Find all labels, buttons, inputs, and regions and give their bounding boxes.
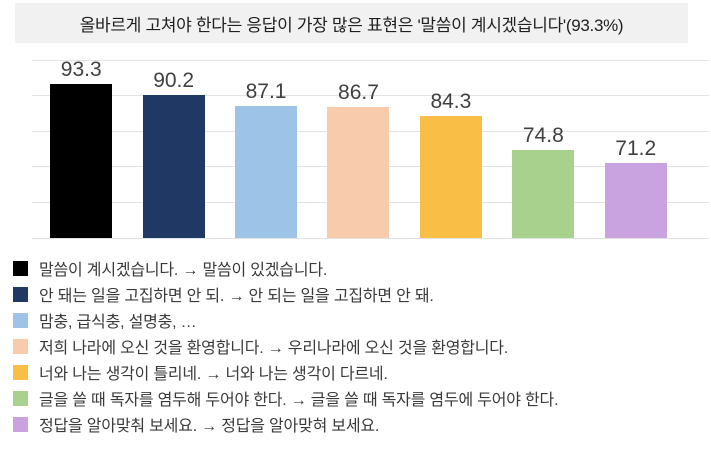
bar-group: 86.7 [312,34,404,238]
bar-group: 84.3 [405,34,497,238]
gridline [32,59,709,61]
legend-item: 맘충, 급식충, 설명충, … [13,310,707,331]
legend-label: 말씀이 계시겠습니다. → 말씀이 있겠습니다. [39,262,328,279]
legend-label: 글을 쓸 때 독자를 염두해 두어야 한다. → 글을 쓸 때 독자를 염두에 … [39,392,559,409]
chart-title-banner: 올바르게 고쳐야 한다는 응답이 가장 많은 표현은 '말씀이 계시겠습니다'(… [15,3,688,43]
bar-group: 87.1 [220,34,312,238]
legend-swatch [13,312,28,328]
legend-swatch [13,260,28,276]
bar-group: 71.2 [590,34,682,238]
bar-group: 90.2 [127,34,219,238]
bar [235,105,298,238]
bar-value-label: 93.3 [60,57,102,81]
gridline [32,95,709,97]
legend-swatch [13,390,28,406]
bar-value-label: 90.2 [153,68,195,92]
legend-item: 말씀이 계시겠습니다. → 말씀이 있겠습니다. [13,258,707,279]
bar [419,115,482,238]
bar-value-label: 87.1 [245,79,287,103]
bar [604,162,667,238]
legend-item: 너와 나는 생각이 틀리네. → 너와 나는 생각이 다르네. [13,362,707,383]
bar-series: 93.3 90.2 87.1 86.7 84.3 74.8 71.2 [35,34,682,238]
legend-swatch [13,338,28,354]
legend-swatch [13,286,28,302]
legend-label: 너와 나는 생각이 틀리네. → 너와 나는 생각이 다르네. [39,366,388,383]
gridline [32,237,709,239]
legend-item: 저희 나라에 오신 것을 환영합니다. → 우리나라에 오신 것을 환영합니다. [13,336,707,357]
legend-swatch [13,416,28,432]
chart-legend: 말씀이 계시겠습니다. → 말씀이 있겠습니다. 안 돼는 일을 고집하면 안 되… [13,258,707,440]
bar-group: 93.3 [35,34,127,238]
legend-label: 안 돼는 일을 고집하면 안 되. → 안 되는 일을 고집하면 안 돼. [39,288,434,305]
bar [50,83,113,238]
bar-value-label: 84.3 [430,89,472,113]
legend-label: 맘충, 급식충, 설명충, … [39,314,197,331]
bar [142,94,205,238]
legend-item: 정답을 알아맞춰 보세요. → 정답을 알아맞혀 보세요. [13,414,707,435]
bar [512,149,575,238]
bar-group: 74.8 [497,34,589,238]
chart-title: 올바르게 고쳐야 한다는 응답이 가장 많은 표현은 '말씀이 계시겠습니다'(… [79,15,624,35]
bar-chart-plot-area: 93.3 90.2 87.1 86.7 84.3 74.8 71.2 [32,58,709,239]
legend-item: 안 돼는 일을 고집하면 안 되. → 안 되는 일을 고집하면 안 돼. [13,284,707,305]
legend-label: 정답을 알아맞춰 보세요. → 정답을 알아맞혀 보세요. [39,418,380,435]
legend-item: 글을 쓸 때 독자를 염두해 두어야 한다. → 글을 쓸 때 독자를 염두에 … [13,388,707,409]
bar [327,107,390,238]
bar-value-label: 86.7 [338,81,379,105]
bar-value-label: 74.8 [522,123,564,147]
bar-value-label: 71.2 [615,136,657,160]
legend-label: 저희 나라에 오신 것을 환영합니다. → 우리나라에 오신 것을 환영합니다. [39,340,509,357]
legend-swatch [13,364,28,380]
